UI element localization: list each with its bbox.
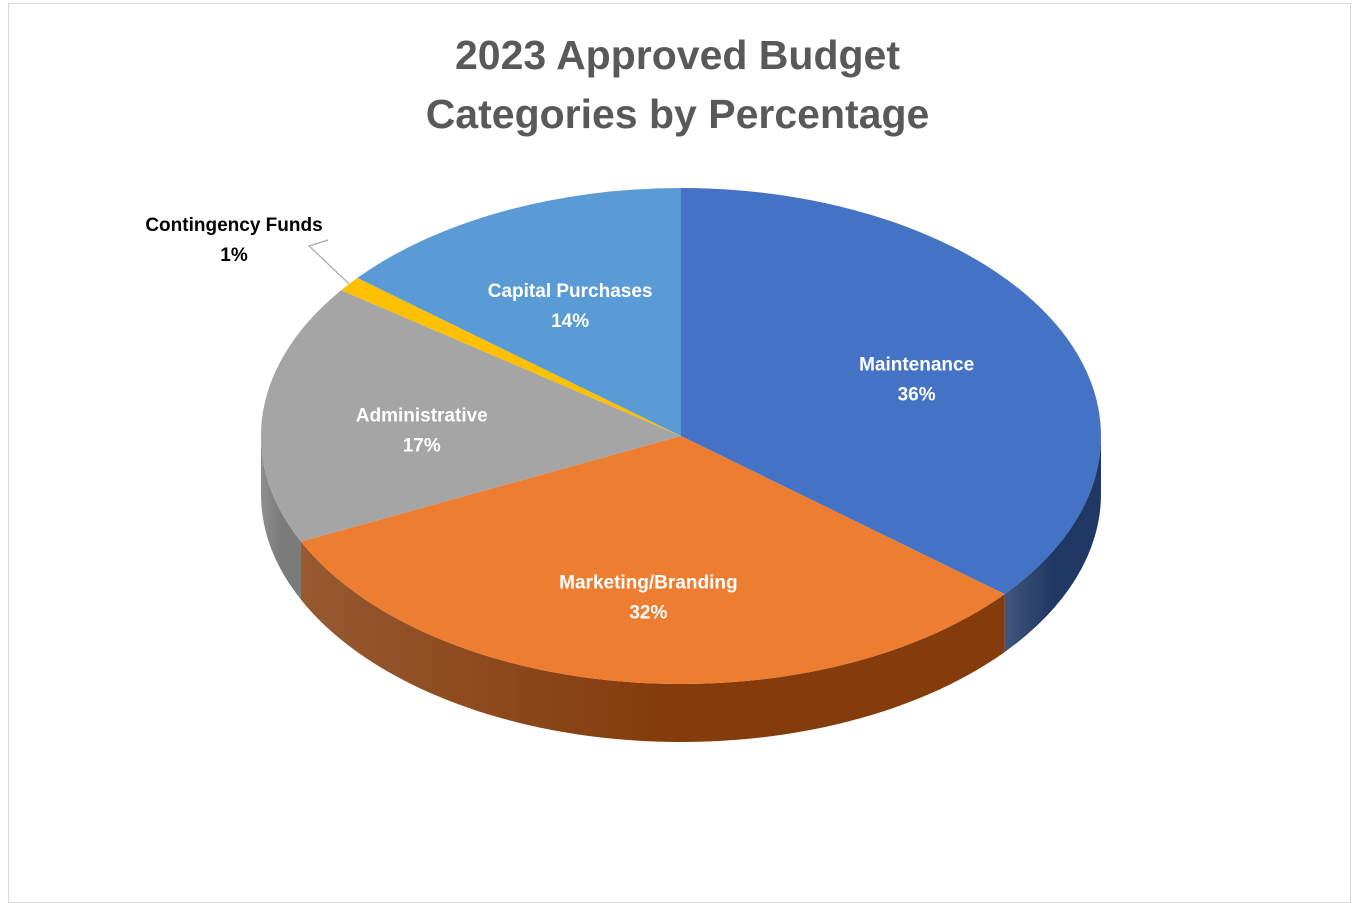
slice-label-marketing-branding: Marketing/Branding <box>559 573 737 594</box>
pie-side-administrative <box>261 436 301 600</box>
pie-slice-administrative <box>260 290 681 542</box>
pie-side-marketing-branding <box>300 541 1005 743</box>
pie-data-labels: Maintenance 36% Marketing/Branding 32% Admin… <box>145 215 974 624</box>
slice-percent-maintenance: 36% <box>898 385 936 406</box>
pie-slice-maintenance <box>681 188 1101 595</box>
pie-slices <box>260 188 1101 684</box>
slice-label-capital-purchases: Capital Purchases <box>488 281 653 302</box>
pie-slice-capital-purchases <box>357 188 681 436</box>
pie-side-maintenance <box>1004 436 1101 653</box>
slice-percent-capital-purchases: 14% <box>551 311 589 332</box>
chart-title-line-2: Categories by Percentage <box>425 91 930 137</box>
slice-percent-contingency-funds: 1% <box>220 245 248 266</box>
pie-slice-contingency-funds <box>341 277 681 436</box>
chart-title-line-1: 2023 Approved Budget <box>454 32 900 78</box>
slice-percent-marketing-branding: 32% <box>629 603 667 624</box>
slice-label-maintenance: Maintenance <box>859 355 974 376</box>
leader-line-contingency-funds <box>307 239 350 285</box>
slice-label-administrative: Administrative <box>356 406 488 427</box>
pie-side-walls <box>261 436 1101 743</box>
slice-percent-administrative: 17% <box>403 436 441 457</box>
slice-label-contingency-funds: Contingency Funds <box>145 215 322 236</box>
pie-slice-marketing-branding <box>300 436 1005 684</box>
